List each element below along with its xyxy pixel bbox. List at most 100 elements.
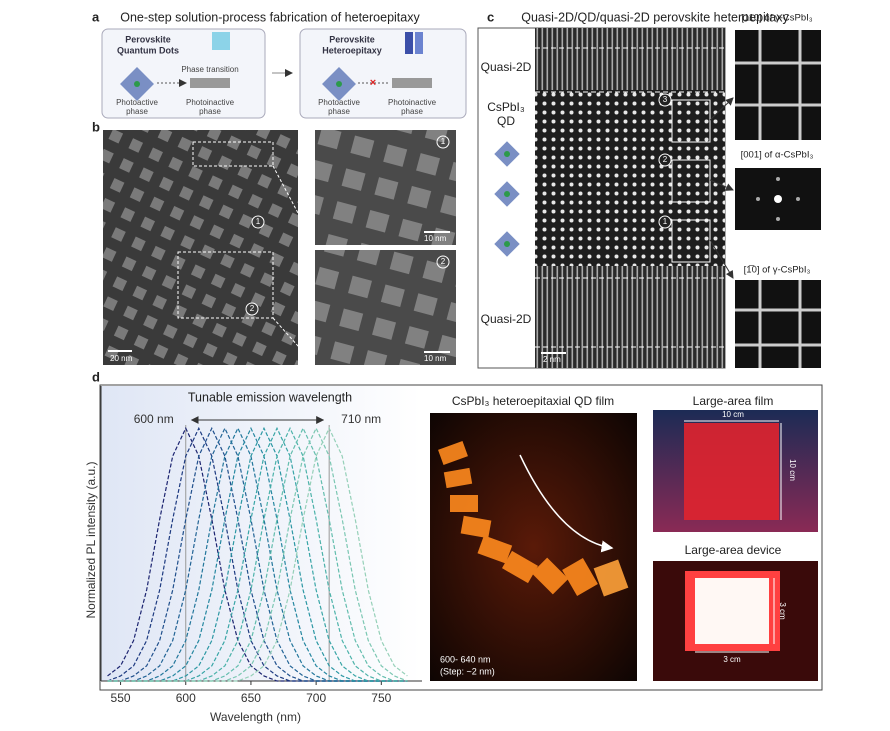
hrtem-layer: [535, 266, 725, 368]
box-title: Perovskite: [125, 34, 171, 44]
cube-icon: [212, 32, 230, 50]
spectrum-line: [107, 426, 408, 682]
panel-title: Quasi-2D/QD/quasi-2D perovskite heteroep…: [521, 10, 789, 24]
crystal-icon: [392, 78, 432, 88]
box-title: Quantum Dots: [117, 45, 179, 55]
scale-label: 2 nm: [543, 355, 561, 364]
marker: 2: [250, 304, 255, 313]
arrow: [709, 239, 734, 279]
dimension-label: 10 cm: [722, 410, 744, 419]
scale-label: 10 nm: [424, 354, 447, 363]
layer-label: QD: [497, 114, 515, 128]
marker: 1: [256, 217, 261, 226]
spectrum-line: [107, 426, 408, 682]
layer-icon: [405, 32, 413, 54]
tem-image: [103, 130, 298, 365]
marker: 1: [663, 217, 668, 226]
fft-label: [001] of α-CsPbI₃: [741, 150, 814, 161]
spectrum-line: [107, 426, 408, 682]
marker: 2: [663, 155, 668, 164]
panel-label: d: [92, 369, 100, 384]
marker-circle: [658, 215, 672, 229]
caption: phase: [328, 107, 350, 116]
x-tick-label: 600: [176, 691, 196, 705]
panel-label: a: [92, 9, 100, 24]
hrtem-layer: [535, 90, 725, 266]
box-title: Heteroepitaxy: [322, 45, 382, 55]
caption: Photoactive: [318, 98, 360, 107]
x-axis-label: Wavelength (nm): [210, 710, 301, 724]
photo-title: Large-area device: [685, 543, 782, 557]
marker-circle: [436, 255, 450, 269]
device-emission: [695, 578, 769, 644]
x-tick-label: 750: [371, 691, 391, 705]
region-box: [671, 99, 711, 143]
dimension-label: 3 cm: [723, 655, 741, 664]
photo-caption: 600- 640 nm: [440, 654, 491, 664]
fft-image: [735, 280, 821, 368]
marker-circle: [658, 153, 672, 167]
marker: 1: [441, 137, 446, 146]
film: [684, 423, 779, 520]
marker-circle: [251, 215, 265, 229]
x-tick-label: 700: [306, 691, 326, 705]
caption: phase: [199, 107, 221, 116]
layer-label: Quasi-2D: [481, 312, 532, 326]
scale-label: 10 nm: [424, 234, 447, 243]
dimension-label: 10 cm: [788, 459, 797, 481]
arrow: [709, 179, 734, 191]
tem-inset: [315, 250, 456, 365]
region-box: [671, 159, 711, 203]
caption: phase: [401, 107, 423, 116]
chart-title: Tunable emission wavelength: [188, 390, 352, 404]
fft-label: [1̅0] of γ-CsPbI₃: [744, 265, 811, 276]
x-tick-label: 650: [241, 691, 261, 705]
dimension-label: 3 cm: [778, 602, 787, 620]
fft-image: [735, 30, 821, 140]
zoom-box: [192, 141, 274, 167]
panel-label: c: [487, 9, 494, 24]
cross-icon: ×: [370, 77, 376, 89]
spectrum-line: [107, 426, 408, 682]
marker: 2: [441, 257, 446, 266]
y-axis-label: Normalized PL intensity (a.u.): [84, 462, 98, 619]
photo-caption: (Step: ~2 nm): [440, 666, 495, 676]
crystal-icon: [120, 67, 154, 101]
scale-label: 20 nm: [110, 354, 133, 363]
zoom-box: [177, 251, 274, 319]
arrow: [519, 454, 614, 553]
fft-label: [110] of γ-CsPbI₃: [741, 13, 812, 24]
layer-icon: [415, 32, 423, 54]
chart: 550 600 650 700 750 Wavelength (nm) Normalized…: [84, 386, 422, 724]
schematic-box: [101, 28, 266, 119]
x-tick-label: 550: [111, 691, 131, 705]
marker-circle: [658, 93, 672, 107]
panel-label: b: [92, 119, 100, 134]
crystal-icons: [494, 141, 520, 257]
annotation: 600 nm: [134, 412, 174, 426]
caption: phase: [126, 107, 148, 116]
layer-label: CsPbI₃: [487, 100, 525, 114]
panel-title: One-step solution-process fabrication of…: [120, 10, 420, 24]
fft-image: [735, 168, 821, 230]
arrow-text: Phase transition: [181, 65, 238, 74]
photo-tiles: [438, 441, 629, 597]
box-title: Perovskite: [329, 34, 375, 44]
photo-title: Large-area film: [693, 394, 774, 408]
tem-inset: [315, 130, 456, 245]
caption: Photoinactive: [186, 98, 235, 107]
region-box: [671, 219, 711, 263]
caption: Photoinactive: [388, 98, 437, 107]
marker-circle: [436, 135, 450, 149]
annotation: 710 nm: [341, 412, 381, 426]
photo-title: CsPbI₃ heteroepitaxial QD film: [452, 394, 614, 408]
marker: 3: [663, 95, 668, 104]
caption: Photoactive: [116, 98, 158, 107]
panel-frame: [99, 384, 823, 691]
zoom-line: [272, 317, 316, 366]
crystal-icon: [190, 78, 230, 88]
spectrum-line: [107, 426, 408, 682]
arrow: [709, 97, 734, 121]
hrtem-layer: [535, 28, 725, 90]
